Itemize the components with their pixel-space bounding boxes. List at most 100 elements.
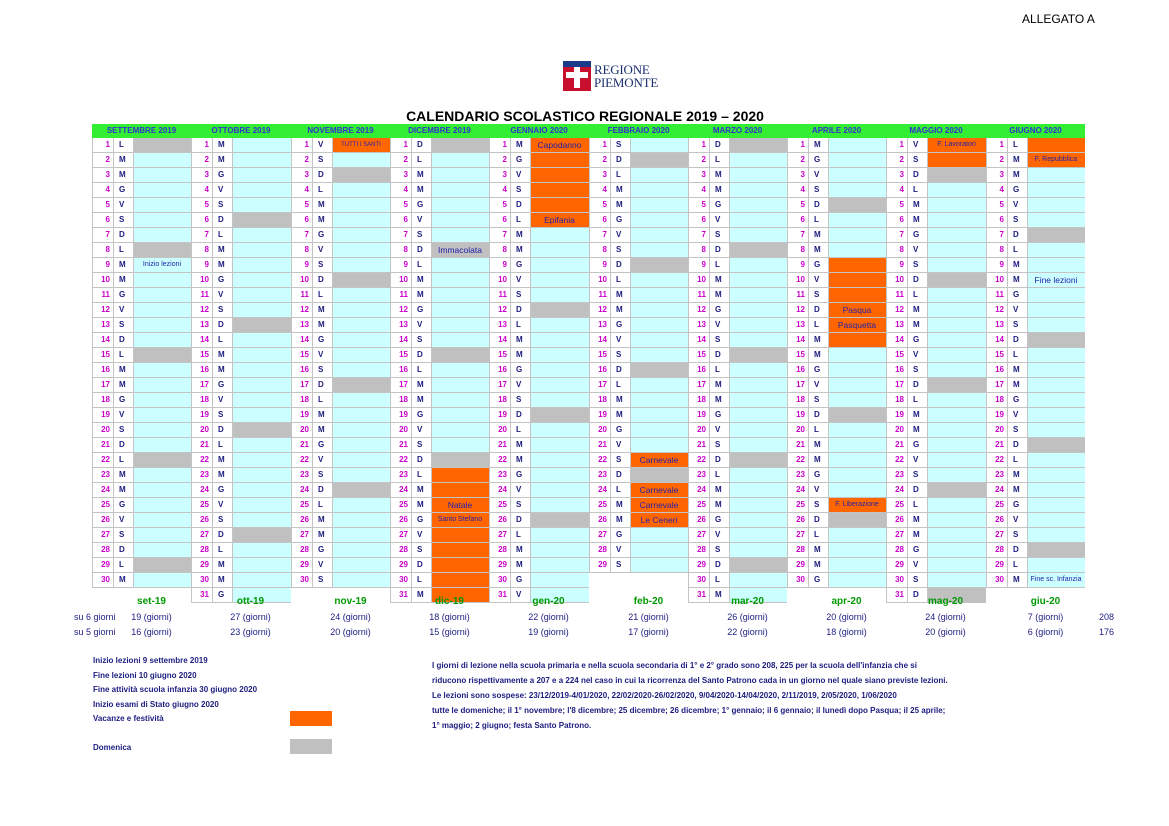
day-event-cell [1027,168,1085,183]
day-number: 10 [589,273,610,288]
weekday-letter: D [1007,543,1027,558]
day-number: 27 [688,528,709,543]
day-number: 24 [489,483,510,498]
day-number: 26 [787,513,808,528]
day-event-cell [530,183,589,198]
weekday-letter: V [113,513,133,528]
weekday-letter: S [1007,318,1027,333]
day-event-cell [133,513,191,528]
day-number: 1 [886,138,907,153]
day-event-cell [332,153,390,168]
weekday-letter: G [510,258,530,273]
weekday-letter: S [907,258,927,273]
day-number: 6 [390,213,411,228]
weekday-letter: S [907,468,927,483]
day-number: 16 [886,363,907,378]
day-event-cell [332,393,390,408]
day-number: 29 [291,558,312,573]
day-event-cell [1027,438,1085,453]
day-event-cell [729,558,787,573]
weekday-letter: D [113,438,133,453]
day-event-cell [133,138,191,153]
weekday-letter: G [1007,393,1027,408]
day-event-cell [232,153,291,168]
day-event-cell [828,363,886,378]
day-event-cell [431,543,489,558]
day-event-cell [927,333,986,348]
day-number: 10 [489,273,510,288]
weekday-letter: G [411,408,431,423]
day-event-cell [729,378,787,393]
weekday-letter: M [312,513,332,528]
weekday-letter: L [709,258,729,273]
day-event-cell [927,468,986,483]
weekday-letter: L [312,183,332,198]
totals-value-6: 208 [1099,612,1115,622]
weekday-letter: D [510,408,530,423]
day-event-cell [927,138,986,153]
day-number: 21 [191,438,212,453]
day-event-cell [133,528,191,543]
weekday-letter: G [312,543,332,558]
day-event-cell [332,543,390,558]
day-number: 6 [986,213,1007,228]
weekday-letter: S [113,213,133,228]
day-number: 20 [787,423,808,438]
calendar-event-label: F. Lavoratori [937,141,976,148]
regione-piemonte-logo: REGIONE PIEMONTE [563,60,663,92]
day-number: 2 [92,153,113,168]
day-event-cell [729,588,787,603]
day-event-cell [232,168,291,183]
day-event-cell [729,213,787,228]
weekday-letter: S [1007,213,1027,228]
weekday-letter: V [709,213,729,228]
day-event-cell [630,243,688,258]
weekday-letter: D [113,228,133,243]
weekday-letter: M [907,318,927,333]
weekday-letter: M [907,513,927,528]
day-event-cell [927,543,986,558]
day-number: 18 [291,393,312,408]
month-footer: nov-19 [334,596,367,607]
weekday-letter: S [709,333,729,348]
weekday-letter: D [212,528,232,543]
weekday-letter: L [709,468,729,483]
day-number: 30 [986,573,1007,588]
weekday-letter: V [1007,408,1027,423]
weekday-letter: V [1007,513,1027,528]
day-event-cell [927,288,986,303]
day-number: 2 [688,153,709,168]
weekday-letter: L [610,273,630,288]
weekday-letter: M [1007,168,1027,183]
weekday-letter: S [808,288,828,303]
weekday-letter: V [610,228,630,243]
weekday-letter: V [510,483,530,498]
day-event-cell [232,333,291,348]
calendar-event-label: Carnevale [639,455,679,465]
weekday-letter: V [212,498,232,513]
day-event-cell [431,423,489,438]
weekday-letter: V [312,348,332,363]
weekday-letter: M [907,303,927,318]
note-line: tutte le domeniche; il 1° novembre; l'8 … [432,706,946,715]
day-event-cell [927,588,986,603]
day-number: 6 [489,213,510,228]
day-event-cell [927,393,986,408]
day-event-cell [1027,288,1085,303]
day-number: 21 [589,438,610,453]
day-event-cell [828,288,886,303]
day-event-cell [729,483,787,498]
day-number: 7 [787,228,808,243]
weekday-letter: M [907,198,927,213]
day-number: 16 [291,363,312,378]
day-number: 6 [92,213,113,228]
day-event-cell [232,198,291,213]
day-event-cell [729,363,787,378]
calendar-event-label: TUTTI I SANTI [341,142,381,148]
day-number: 22 [986,453,1007,468]
day-number: 16 [787,363,808,378]
weekday-letter: L [510,528,530,543]
day-event-cell [630,378,688,393]
weekday-letter: S [907,363,927,378]
weekday-letter: G [113,393,133,408]
